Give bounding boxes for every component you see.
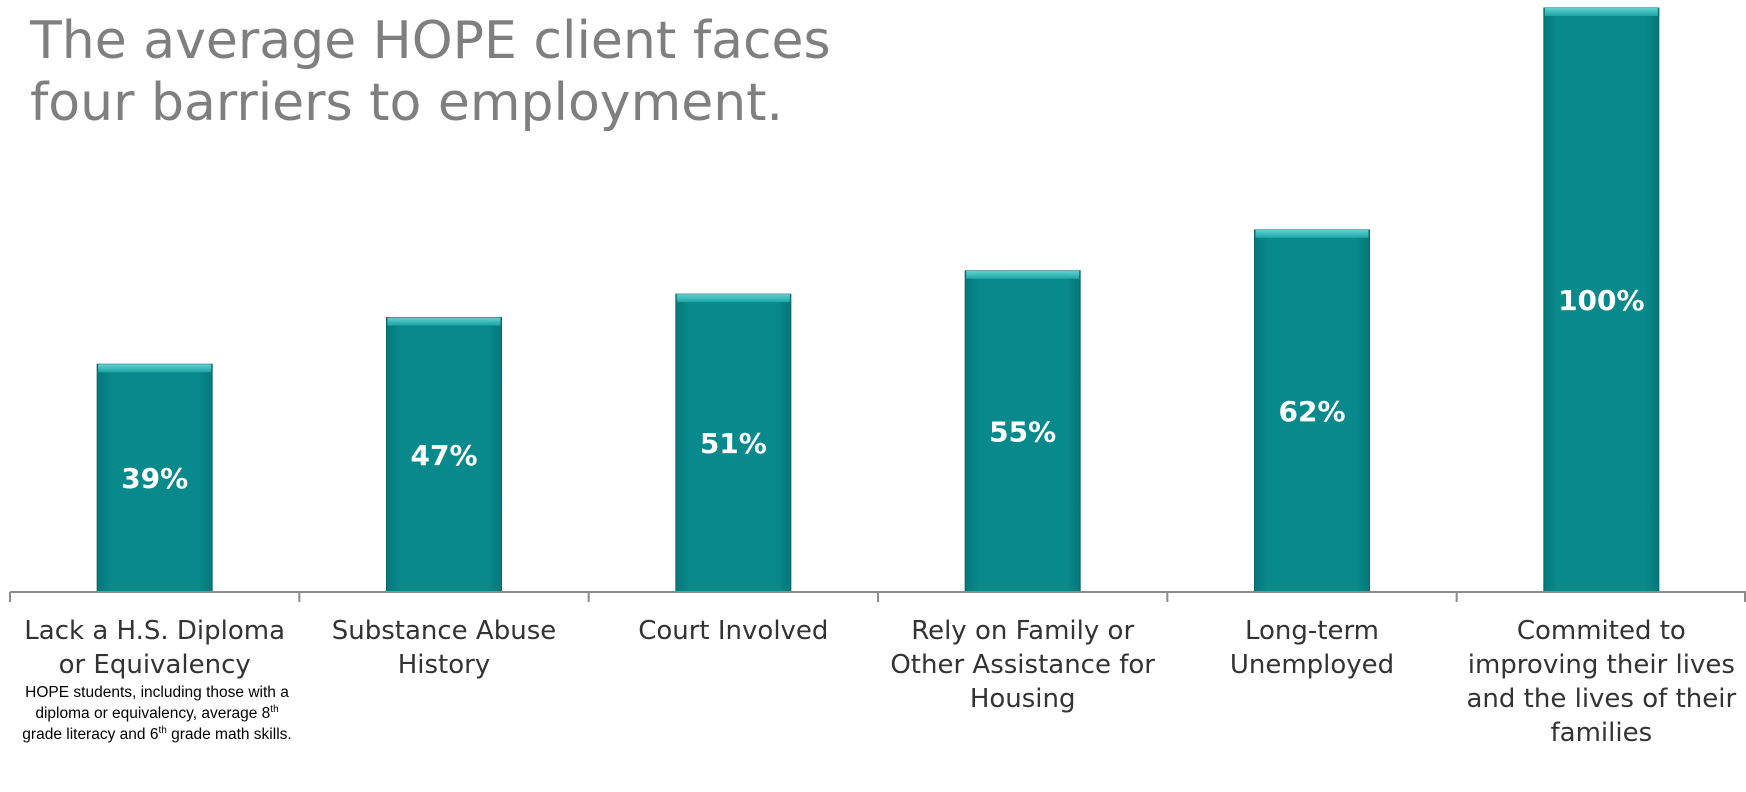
data-label: 62% bbox=[1278, 395, 1345, 428]
x-tick-label: Court Involved bbox=[638, 616, 829, 646]
bar-top-highlight bbox=[98, 364, 212, 373]
bar-top-highlight bbox=[387, 317, 501, 326]
data-label: 39% bbox=[121, 462, 188, 495]
bar bbox=[1543, 7, 1660, 593]
bar bbox=[675, 293, 792, 593]
chart-title: The average HOPE client faces four barri… bbox=[30, 11, 831, 133]
bar-top-highlight bbox=[1544, 8, 1658, 16]
x-tick-label: Commited to improving their lives and th… bbox=[1466, 616, 1737, 748]
bar-top-highlight bbox=[676, 294, 790, 303]
data-label: 47% bbox=[410, 439, 477, 472]
bar-top-highlight bbox=[1255, 229, 1369, 238]
diploma-footnote: HOPE students, including those with a di… bbox=[22, 684, 292, 743]
x-tick-label: Rely on Family or Other Assistance for H… bbox=[890, 616, 1155, 714]
x-tick-label: Lack a H.S. Diploma or Equivalency bbox=[24, 616, 286, 680]
data-label: 100% bbox=[1558, 284, 1645, 317]
bar bbox=[964, 270, 1081, 593]
x-tick-label: Long-term Unemployed bbox=[1229, 616, 1395, 680]
bar-top-highlight bbox=[966, 270, 1080, 279]
x-tick-label: Substance Abuse History bbox=[331, 616, 557, 680]
data-label: 51% bbox=[700, 427, 767, 460]
bar bbox=[1254, 229, 1370, 593]
data-label: 55% bbox=[989, 415, 1056, 448]
